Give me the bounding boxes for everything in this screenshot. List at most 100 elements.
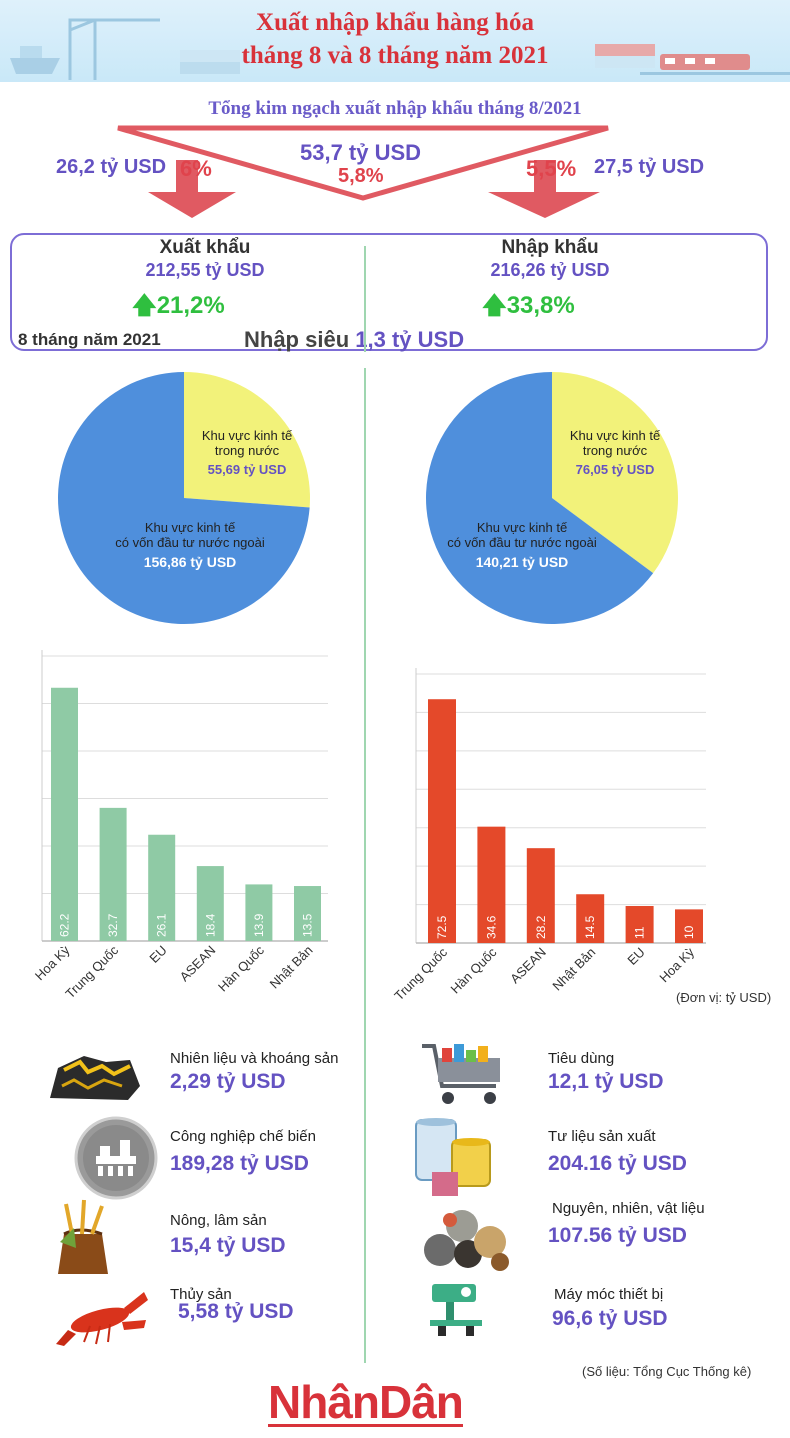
trade-flow-graphic: [117, 125, 609, 218]
import-group-value: 12,1 tỷ USD: [548, 1070, 664, 1093]
ship-icon: [10, 58, 60, 74]
export-market-bar: [99, 807, 127, 941]
export-market-category-label: Trung Quốc: [62, 942, 121, 1001]
export-pie-domestic-value: 55,69 tỷ USD: [207, 462, 287, 477]
export-pie-domestic-label: Khu vực kinh tế trong nước: [201, 428, 293, 458]
import-market-bar: [526, 848, 555, 943]
import-total: 216,26 tỷ USD: [490, 260, 610, 280]
grain-sack-icon: [58, 1199, 108, 1274]
import-group-value: 107.56 tỷ USD: [548, 1224, 687, 1247]
import-group-label: Nguyên, nhiên, vật liệu: [552, 1200, 705, 1217]
import-down-arrow: [488, 160, 600, 218]
export-pie-slice-1: [58, 372, 310, 624]
august-total-value: 53,7 tỷ USD: [300, 140, 422, 165]
factory-icon: [74, 1116, 158, 1200]
export-market-category-label: Nhật Bản: [267, 943, 316, 992]
import-group-label: Tư liệu sản xuất: [548, 1128, 656, 1145]
august-total-change: 5,8%: [338, 165, 384, 187]
import-market-bar: [428, 699, 456, 943]
arrow-up-icon: 🡅: [132, 292, 157, 319]
export-market-bar: [196, 866, 224, 941]
import-group-value: 204.16 tỷ USD: [548, 1152, 687, 1175]
export-label: Xuất khẩu: [159, 237, 251, 258]
port-illustration: [10, 18, 790, 80]
august-import-value: 27,5 tỷ USD: [594, 156, 705, 178]
header-banner: Xuất nhập khẩu hàng hóa tháng 8 và 8 thá…: [0, 0, 790, 82]
import-market-value-label: 72.5: [435, 915, 449, 939]
import-pie-slice-0: [552, 372, 678, 574]
import-markets-bar-chart: 72.5 Trung Quốc 34.6 Hàn Quốc 28.2 ASEAN 14.5 N…: [391, 668, 706, 1003]
export-market-category-label: EU: [146, 943, 169, 966]
import-label: Nhập khẩu: [501, 237, 599, 258]
export-market-category-label: ASEAN: [177, 943, 219, 985]
export-total: 212,55 tỷ USD: [145, 260, 265, 280]
export-market-bar: [294, 886, 321, 941]
import-pie-slice-1: [426, 372, 654, 624]
import-group-label: Máy móc thiết bị: [554, 1286, 664, 1303]
import-group-label: Tiêu dùng: [548, 1050, 615, 1067]
export-pie-slice-0: [184, 372, 310, 508]
august-total-title: Tổng kim ngạch xuất nhập khẩu tháng 8/20…: [208, 98, 582, 119]
import-market-bar: [576, 894, 605, 943]
summary-divider: [364, 246, 366, 352]
export-market-bar: [51, 687, 78, 941]
total-triangle: [117, 125, 609, 201]
import-pie-domestic-value: 76,05 tỷ USD: [575, 462, 655, 477]
import-market-category-label: Hoa Kỳ: [656, 944, 697, 985]
export-group-label: Công nghiệp chế biến: [170, 1128, 316, 1145]
import-pie-domestic-label: Khu vực kinh tế trong nước: [569, 428, 661, 458]
page-title-line2: tháng 8 và 8 tháng năm 2021: [241, 42, 549, 69]
trade-balance: Nhập siêu 1,3 tỷ USD: [244, 327, 465, 352]
import-market-value-label: 14.5: [583, 915, 597, 939]
import-group-value: 96,6 tỷ USD: [552, 1307, 668, 1330]
export-market-category-label: Hàn Quốc: [215, 942, 267, 994]
import-market-value-label: 34.6: [484, 915, 498, 939]
barrels-icon: [415, 1118, 491, 1196]
unit-note: (Đơn vị: tỷ USD): [676, 990, 772, 1005]
export-market-category-label: Hoa Kỳ: [32, 942, 73, 983]
page-title-line1: Xuất nhập khẩu hàng hóa: [256, 9, 534, 36]
import-growth: 🡅33,8%: [482, 292, 575, 319]
lobster-icon: [56, 1292, 148, 1346]
export-market-value-label: 13.9: [252, 913, 266, 937]
export-market-value-label: 32.7: [106, 913, 120, 937]
import-market-value-label: 28.2: [534, 915, 548, 939]
export-sector-pie: [58, 372, 310, 624]
arrow-up-icon: 🡅: [482, 292, 507, 319]
export-pie-fdi-label: Khu vực kinh tế có vốn đầu tư nước ngoài: [115, 520, 265, 550]
export-market-value-label: 18.4: [203, 913, 217, 937]
import-market-value-label: 10: [682, 925, 696, 939]
export-market-value-label: 13.5: [301, 913, 315, 937]
import-market-bar: [477, 826, 506, 943]
import-market-category-label: ASEAN: [507, 945, 549, 987]
shopping-cart-icon: [422, 1044, 500, 1104]
eight-month-summary-box: [10, 233, 768, 351]
export-group-label: Nhiên liệu và khoáng sản: [170, 1050, 339, 1067]
import-sector-pie: [426, 372, 678, 624]
export-market-value-label: 62.2: [58, 913, 72, 937]
import-market-category-label: EU: [624, 945, 647, 968]
export-group-label: Nông, lâm sản: [170, 1212, 267, 1229]
crane-icon: [68, 18, 160, 80]
import-market-category-label: Trung Quốc: [391, 944, 450, 1003]
period-label: 8 tháng năm 2021: [18, 330, 161, 349]
import-market-category-label: Nhật Bản: [549, 945, 598, 994]
import-market-bar: [675, 909, 703, 943]
export-growth: 🡅21,2%: [132, 292, 225, 319]
export-group-value: 189,28 tỷ USD: [170, 1152, 309, 1175]
export-group-label: Thủy sản: [170, 1286, 232, 1303]
containers-icon: [180, 44, 655, 74]
export-down-arrow: [148, 160, 236, 218]
import-pie-fdi-value: 140,21 tỷ USD: [475, 554, 569, 570]
machine-icon: [430, 1284, 482, 1336]
import-market-category-label: Hàn Quốc: [448, 944, 500, 996]
import-pie-fdi-label: Khu vực kinh tế có vốn đầu tư nước ngoài: [447, 520, 597, 550]
august-export-change: 6%: [180, 156, 212, 181]
export-group-value: 5,58 tỷ USD: [178, 1300, 294, 1323]
nhandan-logo: NhânDân: [268, 1376, 464, 1428]
export-group-value: 2,29 tỷ USD: [170, 1070, 286, 1093]
export-markets-bar-chart: 62.2 Hoa Kỳ 32.7 Trung Quốc 26.1 EU 18.4 ASEAN 1…: [32, 650, 328, 1001]
source-note: (Số liệu: Tổng Cục Thống kê): [582, 1364, 752, 1379]
export-market-bar: [245, 884, 273, 941]
column-divider: [364, 368, 366, 1363]
